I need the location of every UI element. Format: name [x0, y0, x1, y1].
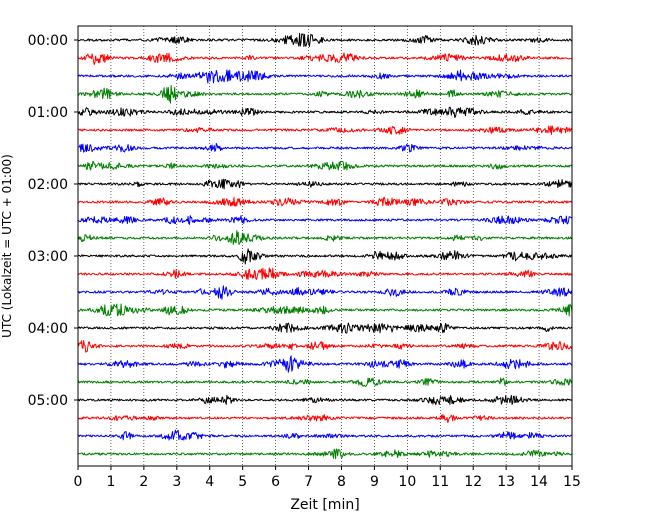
- trace-row-0300: [77, 248, 573, 265]
- trace-row-0215: [77, 196, 573, 207]
- trace-row-0330: [77, 285, 573, 300]
- trace-row-0145: [77, 160, 573, 171]
- y-axis-ticks: 00:00 01:00 02:00 03:00 04:00 05:00: [28, 33, 78, 409]
- x-tick-label-15: 15: [563, 474, 581, 490]
- x-tick-label-8: 8: [337, 474, 346, 490]
- trace-row-0315: [77, 267, 573, 280]
- plot-frame: [77, 25, 573, 467]
- trace-row-0430: [77, 355, 573, 373]
- trace-row-0245: [77, 230, 573, 245]
- trace-row-0045: [77, 85, 573, 104]
- trace-row-0400: [77, 322, 573, 334]
- x-axis-ticks: 0 1 2 3 4 5 6 7 8 9 10 11 12 13 14 15: [74, 466, 581, 490]
- plot-background: [78, 26, 572, 466]
- trace-row-0100: [77, 106, 573, 118]
- y-tick-label-4: 04:00: [28, 321, 68, 337]
- x-axis-title: Zeit [min]: [290, 497, 359, 513]
- trace-row-0230: [77, 215, 573, 225]
- trace-row-0515: [77, 414, 573, 424]
- trace-row-0015: [77, 52, 573, 66]
- y-tick-label-5: 05:00: [28, 393, 68, 409]
- x-tick-label-10: 10: [398, 474, 416, 490]
- trace-row-0530: [77, 429, 573, 441]
- trace-row-0000: [77, 32, 573, 48]
- x-tick-label-13: 13: [497, 474, 515, 490]
- y-tick-label-0: 00:00: [28, 33, 68, 49]
- x-tick-label-5: 5: [238, 474, 247, 490]
- x-tick-label-1: 1: [106, 474, 115, 490]
- x-tick-label-4: 4: [205, 474, 214, 490]
- x-tick-label-2: 2: [139, 474, 148, 490]
- trace-row-0345: [77, 303, 573, 317]
- seismic-traces: [77, 32, 573, 460]
- x-tick-label-14: 14: [530, 474, 548, 490]
- x-tick-label-7: 7: [304, 474, 313, 490]
- x-tick-label-0: 0: [74, 474, 83, 490]
- trace-row-0445: [77, 377, 573, 387]
- y-axis-title: UTC (Lokalzeit = UTC + 01:00): [0, 154, 14, 338]
- x-tick-label-6: 6: [271, 474, 280, 490]
- trace-row-0030: [77, 69, 573, 84]
- trace-row-0200: [77, 178, 573, 190]
- trace-row-0115: [77, 125, 573, 135]
- trace-row-0415: [77, 339, 573, 353]
- trace-row-0545: [77, 448, 573, 460]
- y-tick-label-2: 02:00: [28, 177, 68, 193]
- trace-row-0130: [77, 143, 573, 153]
- y-tick-label-3: 03:00: [28, 249, 68, 265]
- trace-row-0500: [77, 394, 573, 406]
- x-tick-label-9: 9: [370, 474, 379, 490]
- x-tick-label-3: 3: [172, 474, 181, 490]
- x-tick-label-12: 12: [464, 474, 482, 490]
- x-tick-label-11: 11: [431, 474, 449, 490]
- grid-lines: [110, 26, 540, 466]
- y-tick-label-1: 01:00: [28, 105, 68, 121]
